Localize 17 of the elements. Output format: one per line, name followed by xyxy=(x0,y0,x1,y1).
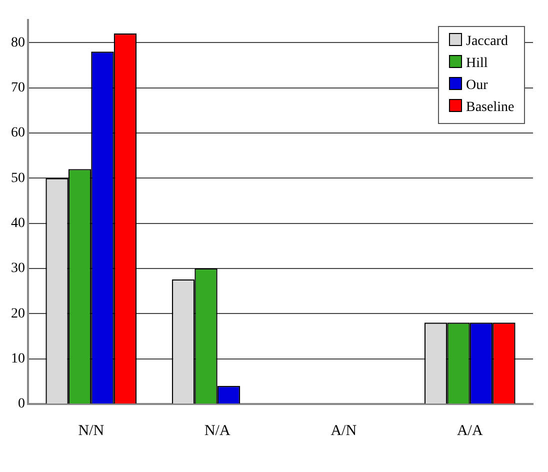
y-tick-label: 10 xyxy=(11,351,25,366)
legend-label: Our xyxy=(466,78,488,93)
y-tick-label: 80 xyxy=(11,35,25,50)
y-tick-label: 60 xyxy=(11,126,25,141)
legend-label: Jaccard xyxy=(466,34,508,49)
y-tick-label: 0 xyxy=(18,396,25,412)
y-tick-label: 40 xyxy=(11,216,25,231)
y-tick-label: 20 xyxy=(11,306,25,322)
legend-label: Baseline xyxy=(466,100,514,115)
x-tick-label: N/A xyxy=(204,422,230,439)
x-tick-label: A/N xyxy=(330,422,357,439)
x-tick-label: N/N xyxy=(78,422,104,439)
legend-label: Hill xyxy=(466,56,488,71)
y-tick-label: 70 xyxy=(11,80,25,96)
y-tick-label: 30 xyxy=(11,261,25,276)
x-tick-label: A/A xyxy=(456,422,483,439)
y-tick-label: 50 xyxy=(11,170,25,186)
